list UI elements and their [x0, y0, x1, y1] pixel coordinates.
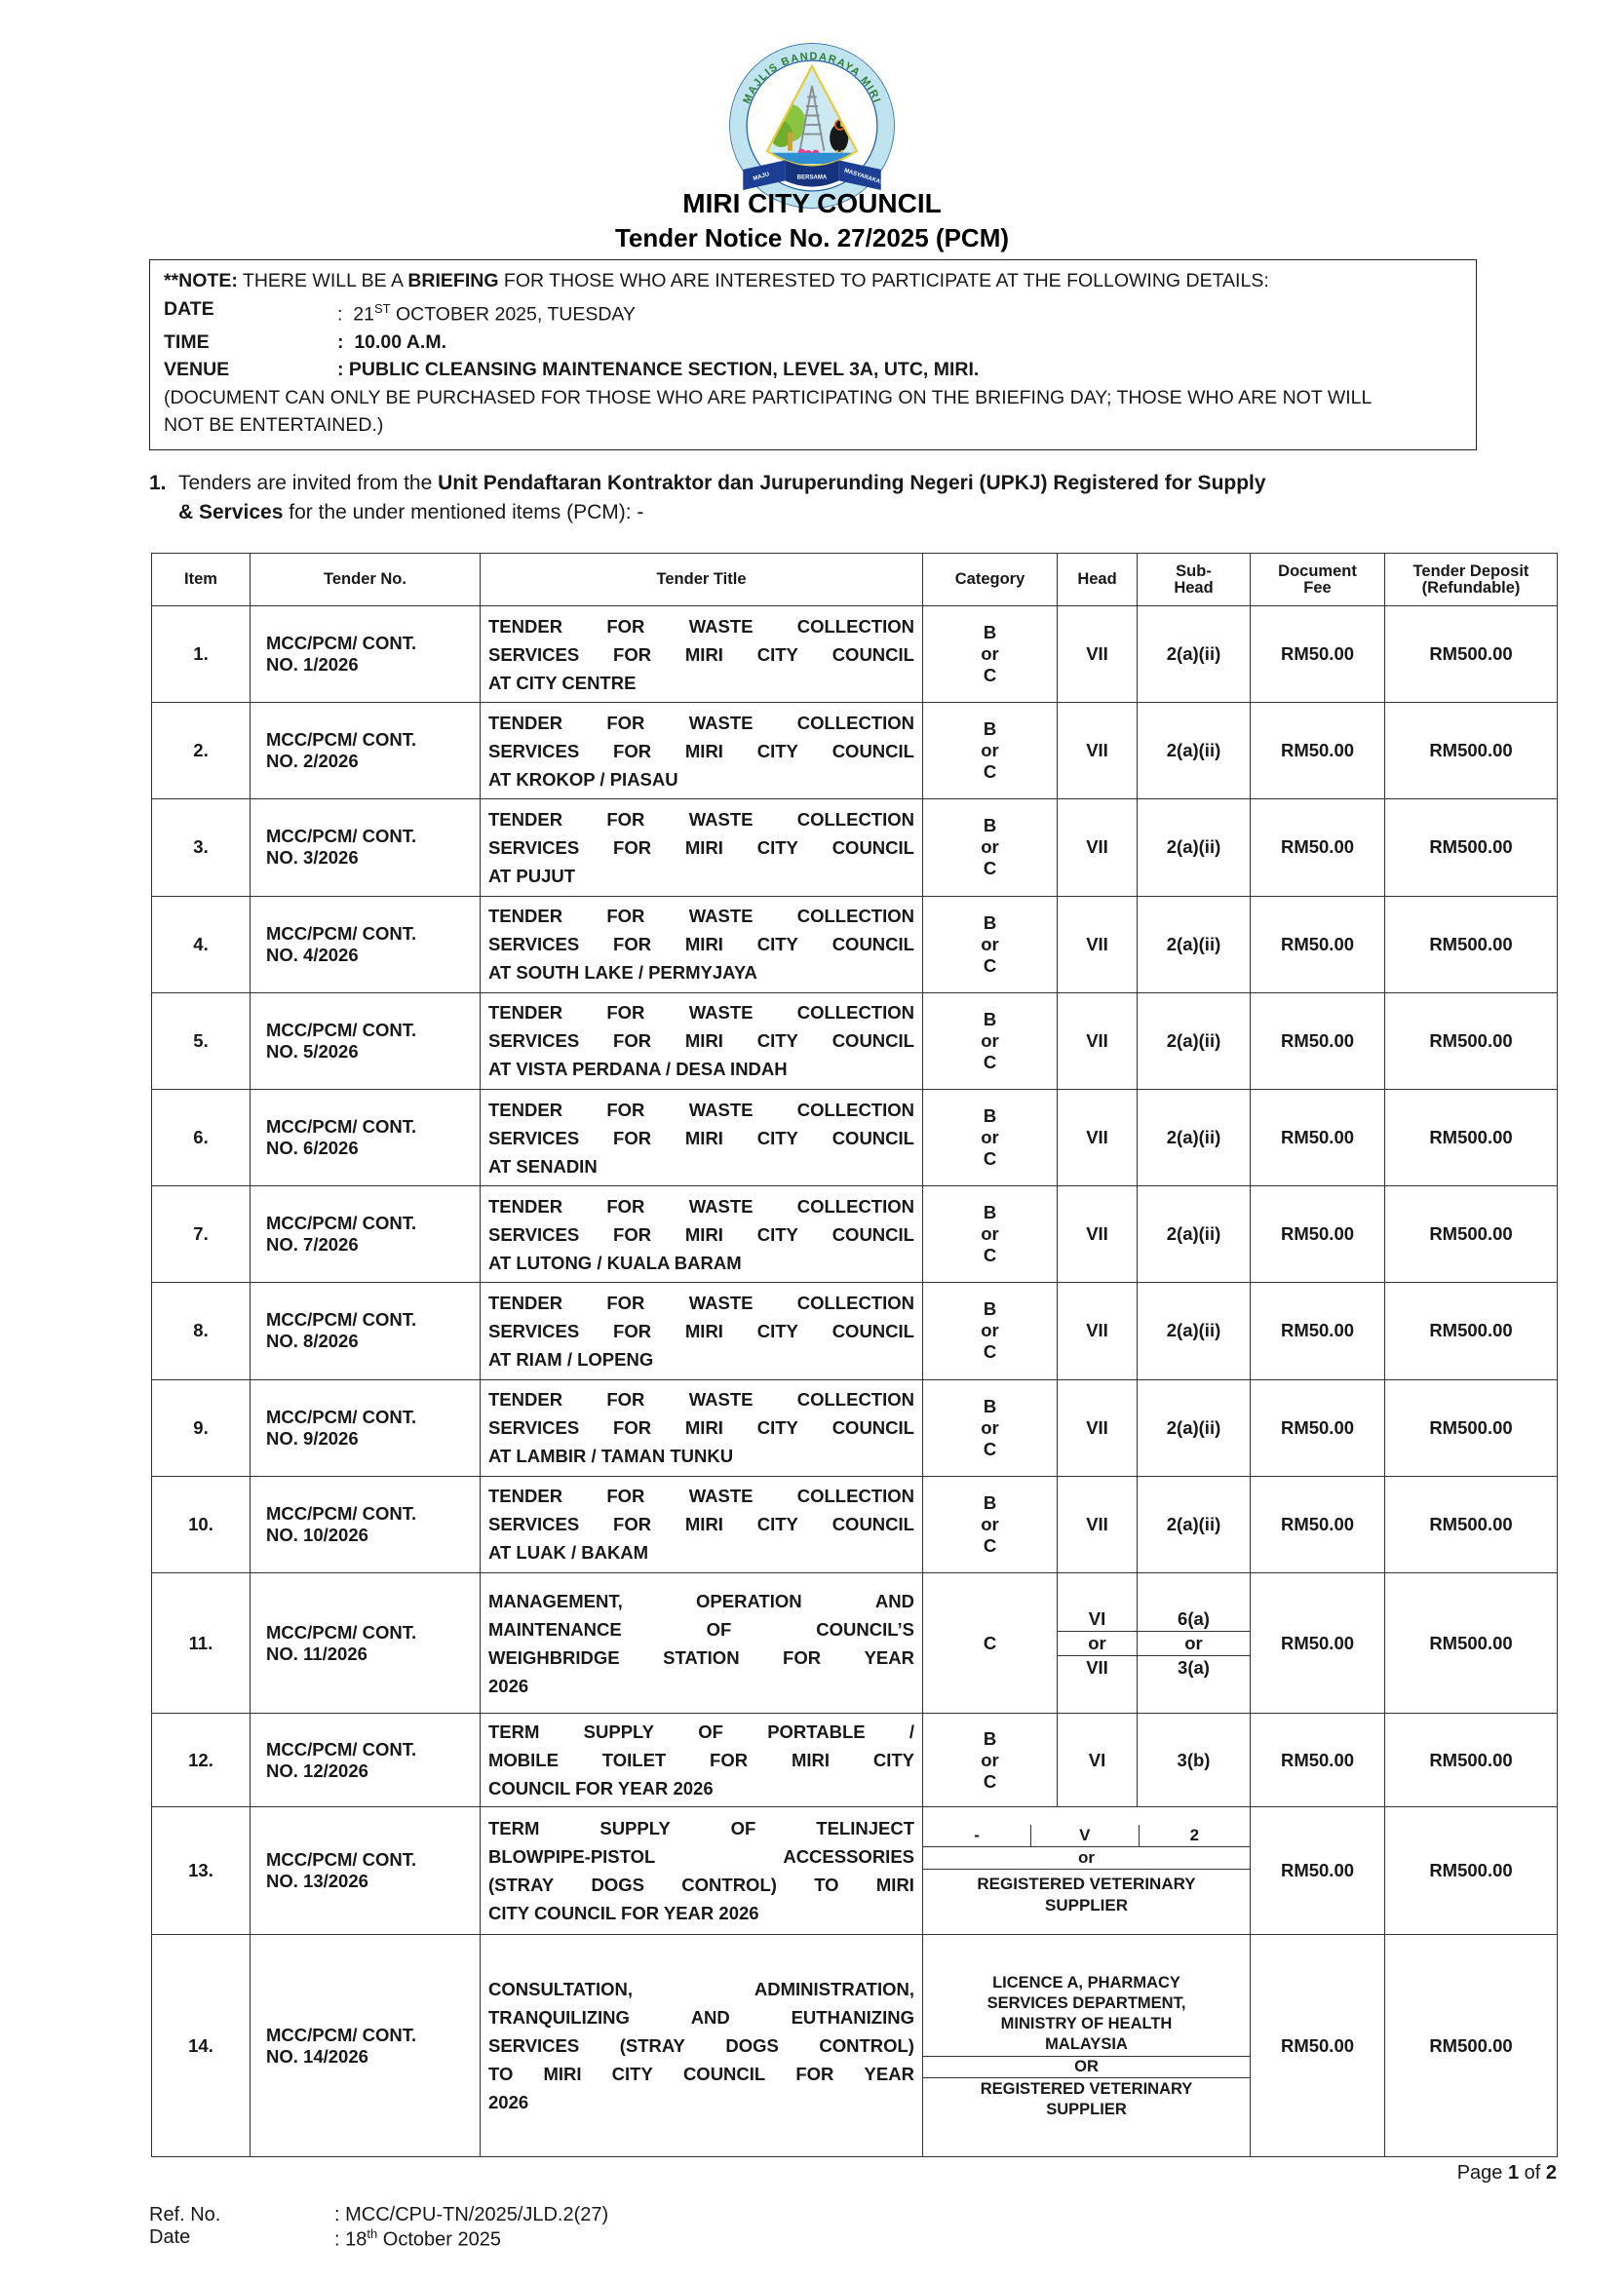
svg-text:BERSAMA: BERSAMA	[797, 174, 828, 180]
